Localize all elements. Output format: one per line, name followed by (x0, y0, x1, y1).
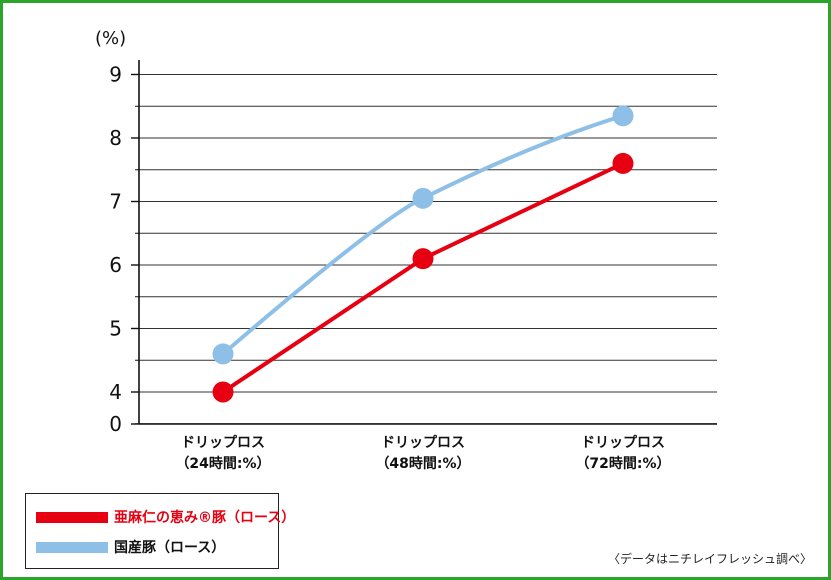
y-tick-label: 8 (109, 126, 122, 150)
grid-lines (139, 74, 717, 425)
data-point (212, 381, 234, 403)
x-tick-label: ドリップロス (181, 435, 265, 451)
legend-item-amani: 亜麻仁の恵み®豚（ロース） (36, 507, 295, 527)
x-tick-label: （24時間:%） (175, 455, 270, 472)
x-tick-label: （48時間:%） (375, 455, 470, 472)
x-tick-labels: ドリップロス （24時間:%） ドリップロス （48時間:%） ドリップロス （72時間:… (175, 435, 670, 472)
legend-label-domestic: 国産豚（ロース） (114, 540, 226, 556)
y-tick-label: 7 (109, 190, 122, 214)
y-tick-labels: 0 4 5 6 7 8 9 (109, 63, 122, 437)
y-tick-label: 0 (109, 412, 122, 436)
source-note: 〈データはニチレイフレッシュ調べ〉 (607, 552, 812, 566)
data-point (212, 343, 234, 365)
data-point (612, 152, 634, 174)
axes (131, 60, 717, 425)
y-tick-label: 9 (109, 63, 122, 87)
legend: 亜麻仁の恵み®豚（ロース） 国産豚（ロース） (25, 493, 295, 569)
y-tick-label: 5 (109, 317, 122, 341)
data-point (412, 187, 434, 209)
legend-label-amani: 亜麻仁の恵み®豚（ロース） (114, 510, 296, 526)
y-tick-label: 6 (109, 253, 122, 277)
legend-item-domestic: 国産豚（ロース） (36, 537, 225, 557)
data-point (412, 248, 434, 270)
series-layer (212, 105, 634, 403)
x-tick-label: ドリップロス (581, 435, 665, 451)
legend-swatch-amani (36, 511, 108, 523)
x-tick-label: （72時間:%） (575, 455, 670, 472)
x-tick-label: ドリップロス (381, 435, 465, 451)
series-line (221, 113, 624, 356)
y-tick-label: 4 (109, 380, 122, 404)
legend-swatch-domestic (36, 541, 108, 553)
y-unit-label: (%) (95, 28, 126, 49)
data-point (612, 105, 634, 127)
